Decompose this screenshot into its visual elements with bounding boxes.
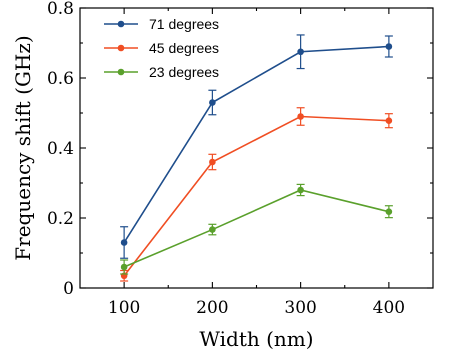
legend-label: 45 degrees: [149, 40, 219, 56]
legend-marker: [117, 20, 125, 28]
series-line: [123, 115, 389, 277]
legend: 71 degrees 45 degrees 23 degrees: [104, 16, 219, 80]
data-point: [209, 158, 216, 166]
series-layer: [120, 34, 393, 282]
data-point: [120, 263, 128, 271]
series-2: [120, 183, 393, 275]
series-line: [123, 45, 389, 243]
data-point: [297, 113, 304, 120]
x-axis-title: Width (nm): [199, 327, 313, 351]
axes: [79, 7, 434, 289]
y-tick-label: 0: [63, 279, 74, 299]
data-point: [385, 208, 393, 215]
legend-label: 71 degrees: [149, 16, 219, 32]
y-tick-label: 0.8: [47, 0, 74, 19]
legend-marker: [117, 44, 125, 52]
legend-marker: [117, 68, 125, 76]
y-tick-label: 0.6: [47, 69, 74, 89]
ticks: 100 200 300 400 0 0.2 0.4 0.6 0.8: [47, 0, 433, 318]
data-point: [297, 48, 304, 56]
data-point: [385, 43, 393, 50]
data-point: [120, 239, 128, 246]
legend-label: 23 degrees: [149, 64, 219, 80]
x-tick-label: 300: [284, 298, 316, 318]
data-point: [209, 226, 216, 233]
y-axis-title: Frequency shift (GHz): [11, 35, 35, 260]
series-1: [120, 107, 393, 282]
y-tick-label: 0.4: [47, 139, 74, 159]
x-tick-label: 100: [108, 298, 140, 318]
plot-frame: [79, 7, 434, 289]
series-line: [123, 189, 390, 268]
data-point: [209, 99, 216, 106]
data-point: [297, 186, 304, 194]
data-point: [385, 117, 393, 124]
x-tick-label: 200: [196, 298, 228, 318]
x-tick-label: 400: [373, 298, 405, 318]
y-tick-label: 0.2: [47, 209, 74, 229]
series-0: [120, 34, 393, 259]
